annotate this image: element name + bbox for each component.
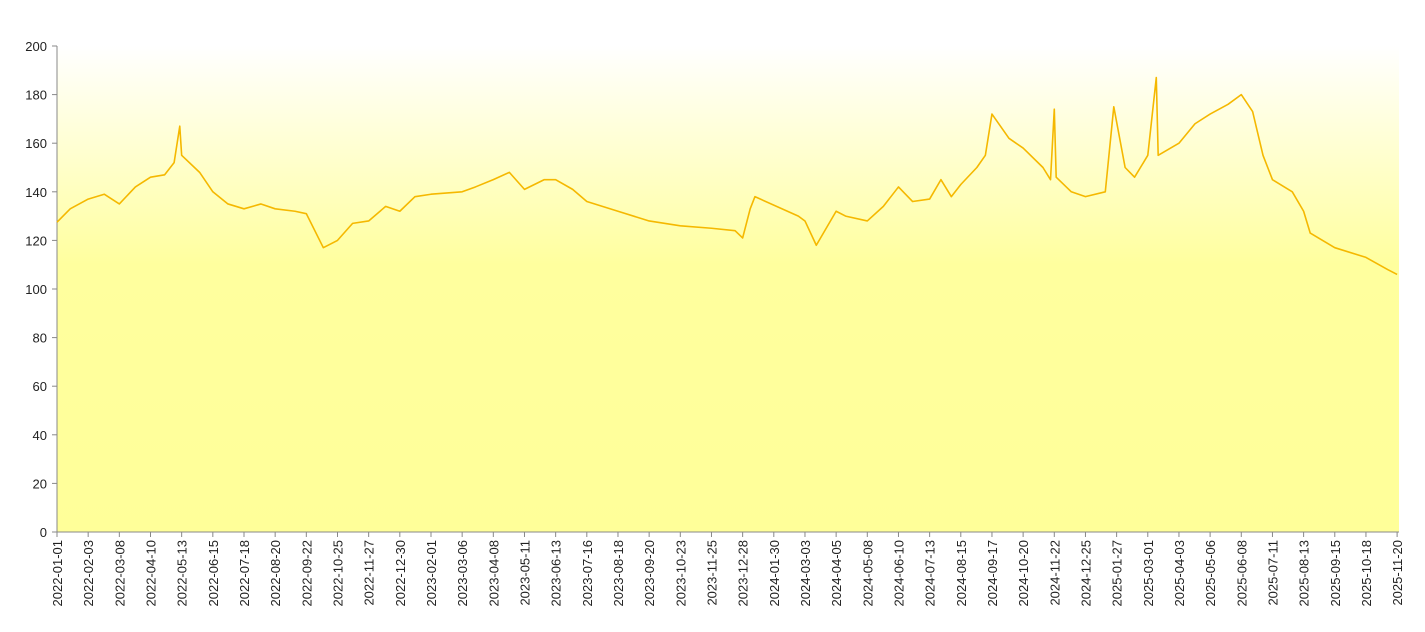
x-tick-label: 2025-04-03	[1172, 540, 1187, 607]
x-tick-label: 2025-11-20	[1390, 540, 1405, 606]
x-tick-label: 2024-08-15	[954, 540, 969, 607]
y-tick-label: 140	[25, 185, 47, 200]
x-tick-label: 2024-11-22	[1047, 540, 1062, 606]
x-tick-label: 2023-08-18	[611, 540, 626, 607]
y-tick-label: 60	[33, 379, 47, 394]
y-tick-label: 180	[25, 88, 47, 103]
x-tick-label: 2023-05-11	[517, 540, 532, 606]
x-tick-label: 2024-10-20	[1016, 540, 1031, 607]
x-tick-label: 2025-03-01	[1141, 540, 1156, 607]
x-tick-label: 2024-06-10	[891, 540, 906, 607]
x-tick-label: 2025-05-06	[1203, 540, 1218, 607]
x-tick-label: 2022-07-18	[237, 540, 252, 607]
x-tick-label: 2024-12-25	[1078, 540, 1093, 607]
x-tick-label: 2023-11-25	[704, 540, 719, 606]
x-tick-label: 2023-06-13	[549, 540, 564, 607]
x-tick-label: 2022-09-22	[299, 540, 314, 607]
x-tick-label: 2024-03-03	[798, 540, 813, 607]
x-tick-label: 2024-04-05	[829, 540, 844, 607]
x-tick-label: 2023-03-06	[455, 540, 470, 607]
x-tick-label: 2023-02-01	[424, 540, 439, 607]
y-tick-label: 40	[33, 428, 47, 443]
x-tick-label: 2022-06-15	[206, 540, 221, 607]
x-tick-label: 2025-09-15	[1328, 540, 1343, 607]
x-tick-label: 2023-09-20	[642, 540, 657, 607]
x-tick-label: 2024-07-13	[923, 540, 938, 607]
x-tick-label: 2025-06-08	[1234, 540, 1249, 607]
x-tick-label: 2022-01-01	[50, 540, 65, 607]
x-tick-label: 2025-10-18	[1359, 540, 1374, 607]
x-tick-label: 2025-07-11	[1265, 540, 1280, 606]
x-tick-label: 2023-10-23	[673, 540, 688, 607]
x-tick-label: 2022-08-20	[268, 540, 283, 607]
x-tick-label: 2023-04-08	[486, 540, 501, 607]
x-tick-label: 2022-12-30	[393, 540, 408, 607]
x-tick-label: 2022-02-03	[81, 540, 96, 607]
x-tick-label: 2022-05-13	[175, 540, 190, 607]
y-tick-label: 80	[33, 331, 47, 346]
y-tick-label: 160	[25, 136, 47, 151]
y-tick-label: 200	[25, 39, 47, 54]
plot-area	[57, 46, 1399, 532]
x-tick-label: 2022-11-27	[362, 540, 377, 606]
y-tick-label: 120	[25, 233, 47, 248]
x-tick-label: 2022-03-08	[112, 540, 127, 607]
x-tick-label: 2024-01-30	[767, 540, 782, 607]
y-tick-label: 0	[40, 525, 47, 540]
x-tick-label: 2024-05-08	[860, 540, 875, 607]
x-tick-label: 2025-01-27	[1110, 540, 1125, 607]
x-tick-label: 2023-07-16	[580, 540, 595, 607]
x-tick-label: 2022-04-10	[143, 540, 158, 607]
y-tick-label: 20	[33, 476, 47, 491]
x-tick-label: 2022-10-25	[330, 540, 345, 607]
x-tick-label: 2024-09-17	[985, 540, 1000, 607]
x-tick-label: 2023-12-28	[736, 540, 751, 607]
x-tick-label: 2025-08-13	[1297, 540, 1312, 607]
line-series	[56, 76, 1398, 276]
y-tick-label: 100	[25, 282, 47, 297]
